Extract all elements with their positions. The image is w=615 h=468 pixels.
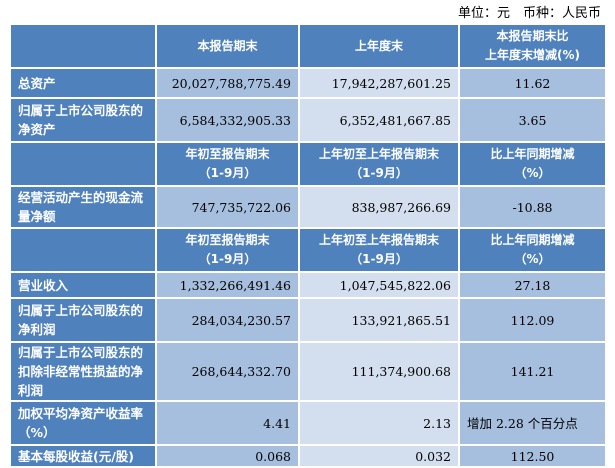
value-cell: 112.50: [458, 444, 607, 468]
value-cell: 838,987,266.69: [298, 185, 460, 229]
column-header: 年初至报告期末 （1-9月）: [155, 141, 300, 187]
table-row: 归属于上市公司股东的净利润 284,034,230.57 133,921,865.5…: [9, 297, 607, 343]
value-cell: 268,644,332.70: [155, 341, 300, 402]
value-cell: 133,921,865.51: [298, 297, 460, 343]
row-label: 归属于上市公司股东的净资产: [9, 97, 157, 143]
value-cell: 111,374,900.68: [298, 341, 460, 402]
value-cell: 112.09: [458, 297, 607, 343]
table-row: 总资产 20,027,788,775.49 17,942,287,601.25 11.…: [9, 67, 607, 99]
value-cell: 4.41: [155, 400, 300, 446]
table-row: 归属于上市公司股东的净资产 6,584,332,905.33 6,352,481,6…: [9, 97, 607, 143]
column-header: [9, 141, 157, 187]
column-header: [9, 23, 157, 69]
row-label: 归属于上市公司股东的净利润: [9, 297, 157, 343]
column-header: 本报告期末: [155, 23, 300, 69]
value-cell: 增加 2.28 个百分点: [458, 400, 607, 446]
column-header: 年初至报告期末 （1-9月）: [155, 227, 300, 273]
column-header: 比上年同期增减 （%）: [458, 227, 607, 273]
value-cell: 1,047,545,822.06: [298, 271, 460, 299]
financial-data-table: 本报告期末 上年度末 本报告期末比 上年度末增减(%) 总资产 20,027,788,7…: [9, 23, 607, 468]
row-label: 营业收入: [9, 271, 157, 299]
column-header: 上年初至上年报告期末 （1-9月）: [298, 141, 460, 187]
value-cell: 3.65: [458, 97, 607, 143]
value-cell: -10.88: [458, 185, 607, 229]
header-row: 年初至报告期末 （1-9月） 上年初至上年报告期末 （1-9月） 比上年同期增减 （…: [9, 227, 607, 273]
value-cell: 284,034,230.57: [155, 297, 300, 343]
value-cell: 17,942,287,601.25: [298, 67, 460, 99]
value-cell: 20,027,788,775.49: [155, 67, 300, 99]
table-row: 归属于上市公司股东的扣除非经常性损益的净利润 268,644,332.70 111,…: [9, 341, 607, 402]
table-row: 营业收入 1,332,266,491.46 1,047,545,822.06 27.1…: [9, 271, 607, 299]
unit-currency-note: 单位：元 币种：人民币: [457, 6, 601, 21]
value-cell: 0.068: [155, 444, 300, 468]
column-header: [9, 227, 157, 273]
row-label: 经营活动产生的现金流量净额: [9, 185, 157, 229]
row-label: 总资产: [9, 67, 157, 99]
value-cell: 0.032: [298, 444, 460, 468]
column-header: 上年初至上年报告期末 （1-9月）: [298, 227, 460, 273]
table-row: 加权平均净资产收益率（%） 4.41 2.13 增加 2.28 个百分点: [9, 400, 607, 446]
value-cell: 11.62: [458, 67, 607, 99]
row-label: 归属于上市公司股东的扣除非经常性损益的净利润: [9, 341, 157, 402]
row-label: 基本每股收益(元/股): [9, 444, 157, 468]
row-label: 加权平均净资产收益率（%）: [9, 400, 157, 446]
value-cell: 6,352,481,667.85: [298, 97, 460, 143]
value-cell: 6,584,332,905.33: [155, 97, 300, 143]
column-header: 比上年同期增减 （%）: [458, 141, 607, 187]
value-cell: 27.18: [458, 271, 607, 299]
value-cell: 747,735,722.06: [155, 185, 300, 229]
value-cell: 141.21: [458, 341, 607, 402]
header-row: 年初至报告期末 （1-9月） 上年初至上年报告期末 （1-9月） 比上年同期增减 （…: [9, 141, 607, 187]
table-row: 经营活动产生的现金流量净额 747,735,722.06 838,987,266.6…: [9, 185, 607, 229]
header-row: 本报告期末 上年度末 本报告期末比 上年度末增减(%): [9, 23, 607, 69]
column-header: 上年度末: [298, 23, 460, 69]
table-row: 基本每股收益(元/股) 0.068 0.032 112.50: [9, 444, 607, 468]
column-header: 本报告期末比 上年度末增减(%): [458, 23, 607, 69]
value-cell: 2.13: [298, 400, 460, 446]
value-cell: 1,332,266,491.46: [155, 271, 300, 299]
